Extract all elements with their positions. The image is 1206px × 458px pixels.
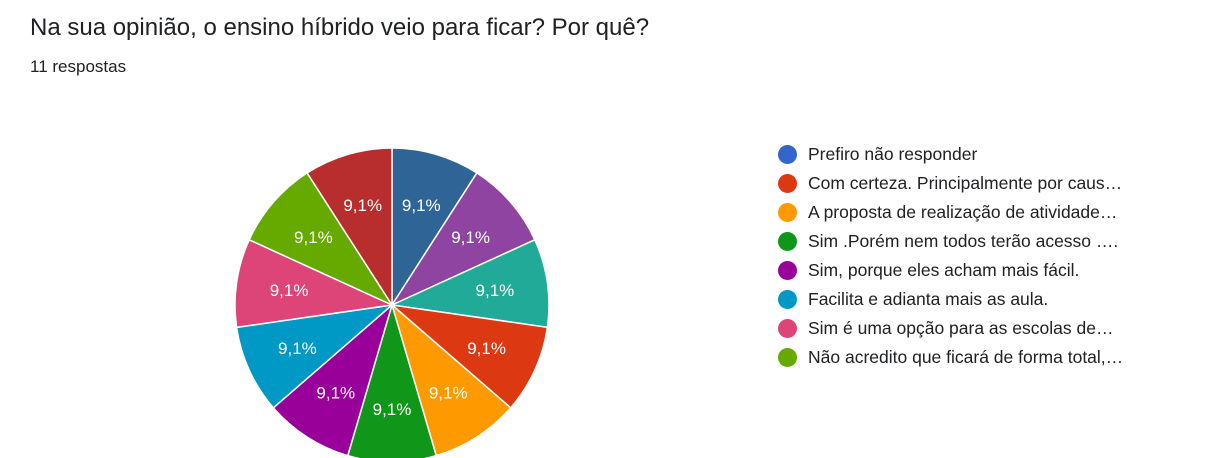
pie-slice-label-7: 9,1%	[316, 384, 355, 403]
legend-label: Sim, porque eles acham mais fácil.	[808, 260, 1080, 280]
legend-label: Prefiro não responder	[808, 144, 978, 164]
pie-slice-7[interactable]	[272, 302, 394, 457]
legend-swatch	[778, 261, 797, 280]
legend-swatch	[778, 232, 797, 251]
legend-item-2[interactable]: Com certeza. Principalmente por caus…	[778, 169, 1123, 198]
legend-label: Com certeza. Principalmente por caus…	[808, 173, 1123, 193]
legend-item-8[interactable]: Não acredito que ficará de forma total,…	[778, 343, 1123, 372]
pie-slice-5[interactable]	[390, 302, 512, 457]
pie-slice-label-5: 9,1%	[429, 384, 468, 403]
pie-slice-label-4: 9,1%	[467, 339, 506, 358]
legend-swatch	[778, 348, 797, 367]
pie-slice-3[interactable]	[389, 238, 550, 329]
legend-item-5[interactable]: Sim, porque eles acham mais fácil.	[778, 256, 1123, 285]
legend-swatch	[778, 174, 797, 193]
pie-slice-label-2: 9,1%	[451, 228, 490, 247]
pie-slice-11[interactable]	[306, 147, 393, 308]
pie-slice-label-11: 9,1%	[343, 196, 382, 215]
legend-label: A proposta de realização de atividade…	[808, 202, 1118, 222]
legend-label: Facilita e adianta mais as aula.	[808, 289, 1049, 309]
chart-legend: Prefiro não responder Com certeza. Princi…	[778, 140, 1123, 372]
pie-slice-label-3: 9,1%	[476, 281, 515, 300]
pie-slice-label-9: 9,1%	[270, 281, 309, 300]
pie-slice-label-1: 9,1%	[402, 196, 441, 215]
pie-slice-4[interactable]	[389, 303, 549, 409]
pie-slice-9[interactable]	[234, 238, 395, 329]
pie-slice-1[interactable]	[391, 147, 478, 308]
pie-slice-label-8: 9,1%	[278, 339, 317, 358]
pie-slice-8[interactable]	[235, 303, 395, 409]
response-count: 11 respostas	[30, 57, 127, 76]
pie-slice-label-6: 9,1%	[373, 400, 412, 419]
legend-label: Sim .Porém nem todos terão acesso ….	[808, 231, 1119, 251]
legend-swatch	[778, 290, 797, 309]
pie-slice-label-10: 9,1%	[294, 228, 333, 247]
legend-label: Não acredito que ficará de forma total,…	[808, 347, 1124, 367]
legend-swatch	[778, 145, 797, 164]
pie-slice-10[interactable]	[248, 171, 395, 307]
legend-item-3[interactable]: A proposta de realização de atividade…	[778, 198, 1123, 227]
pie-slice-6[interactable]	[346, 302, 438, 458]
legend-label: Sim é uma opção para as escolas de…	[808, 318, 1114, 338]
legend-item-1[interactable]: Prefiro não responder	[778, 140, 1123, 169]
legend-swatch	[778, 319, 797, 338]
legend-swatch	[778, 203, 797, 222]
pie-slice-2[interactable]	[389, 171, 536, 307]
legend-item-6[interactable]: Facilita e adianta mais as aula.	[778, 285, 1123, 314]
question-title: Na sua opinião, o ensino híbrido veio pa…	[30, 14, 650, 41]
legend-item-4[interactable]: Sim .Porém nem todos terão acesso ….	[778, 227, 1123, 256]
legend-item-7[interactable]: Sim é uma opção para as escolas de…	[778, 314, 1123, 343]
